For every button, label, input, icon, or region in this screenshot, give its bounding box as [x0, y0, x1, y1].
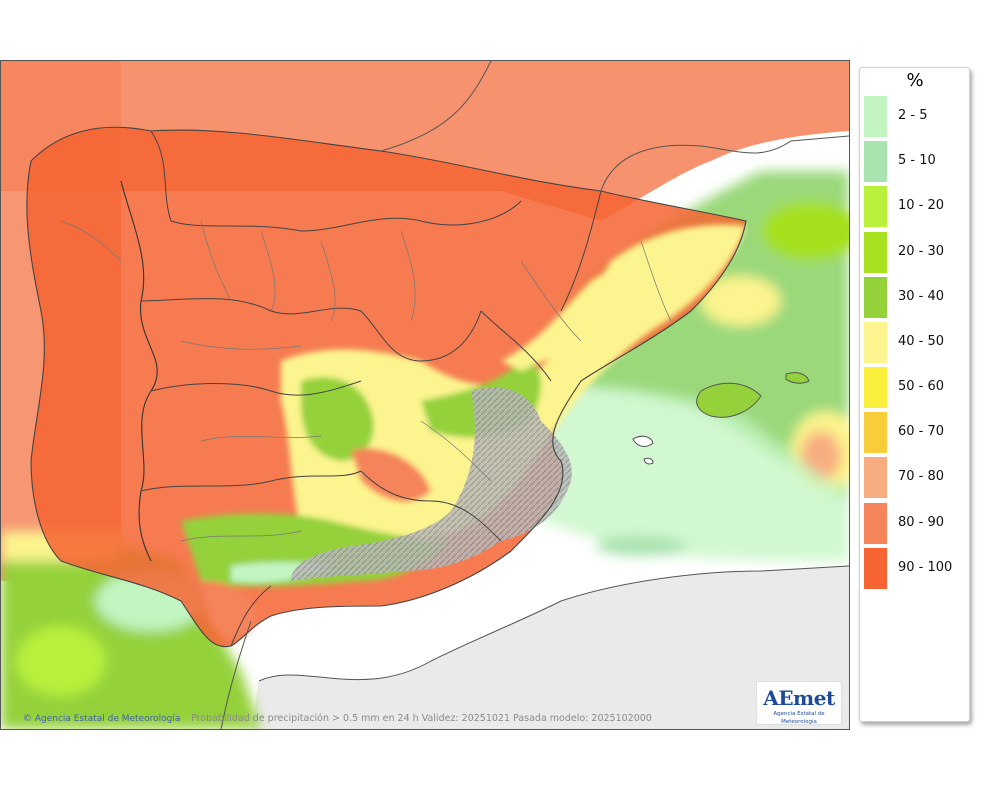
legend-swatch: [864, 322, 887, 363]
portugal-border: [120, 180, 158, 562]
africa-coastline: [258, 565, 849, 682]
peninsula-coastline: [26, 126, 747, 648]
legend-swatch: [864, 412, 887, 453]
legend-swatch: [864, 141, 887, 182]
logo-subtitle: Agencia Estatal de Meteorología: [773, 711, 825, 725]
legend-item: 10 - 20: [864, 186, 968, 228]
legend-swatch: [864, 367, 887, 408]
legend-label: 10 - 20: [898, 198, 945, 213]
menorca-island: [785, 372, 810, 384]
legend-label: 70 - 80: [898, 469, 945, 484]
legend-item: 30 - 40: [864, 277, 968, 319]
mallorca-island: [696, 382, 762, 418]
legend-label: 90 - 100: [898, 560, 953, 575]
legend-swatch: [864, 457, 887, 498]
legend-label: 60 - 70: [898, 424, 945, 439]
legend-title: %: [906, 70, 924, 91]
legend-item: 20 - 30: [864, 232, 968, 274]
precipitation-probability-map: [1, 61, 849, 729]
legend-swatch: [864, 548, 887, 589]
ibiza-island: [632, 435, 654, 447]
map-caption: Probabilidad de precipitación > 0.5 mm e…: [191, 713, 652, 724]
biscay-coastline: [380, 61, 492, 152]
legend-item: 2 - 5: [864, 96, 968, 138]
legend-item: 50 - 60: [864, 367, 968, 409]
color-legend: % 2 - 5 5 - 10 10 - 20 20 - 30 30 - 40 4…: [859, 67, 970, 722]
legend-swatch: [864, 96, 887, 137]
legend-item: 40 - 50: [864, 322, 968, 364]
morocco-coast: [220, 620, 252, 729]
forecast-map: © Agencia Estatal de Meteorología Probab…: [0, 60, 850, 730]
province-boundaries: [60, 220, 672, 542]
southeast-relief-area: [291, 387, 572, 581]
region-boundaries: [140, 130, 602, 647]
copyright-notice: © Agencia Estatal de Meteorología: [23, 714, 181, 724]
legend-item: 70 - 80: [864, 457, 968, 499]
mediterranean-low-prob-blobs: [1, 171, 849, 729]
legend-item: 60 - 70: [864, 412, 968, 454]
legend-label: 30 - 40: [898, 289, 945, 304]
legend-label: 20 - 30: [898, 244, 945, 259]
legend-label: 40 - 50: [898, 334, 945, 349]
legend-swatch: [864, 277, 887, 318]
legend-label: 2 - 5: [898, 108, 928, 123]
france-coastline: [600, 135, 849, 192]
formentera-island: [643, 457, 654, 465]
legend-swatch: [864, 503, 887, 544]
legend-label: 80 - 90: [898, 515, 945, 530]
legend-item: 5 - 10: [864, 141, 968, 183]
legend-item: 80 - 90: [864, 503, 968, 545]
logo-wordmark: AEmet: [763, 686, 835, 710]
legend-label: 50 - 60: [898, 379, 945, 394]
legend-item: 90 - 100: [864, 548, 968, 590]
legend-swatch: [864, 186, 887, 227]
legend-swatch: [864, 232, 887, 273]
aemet-logo: AEmet Agencia Estatal de Meteorología: [756, 681, 842, 725]
legend-label: 5 - 10: [898, 153, 936, 168]
africa-land: [251, 566, 849, 729]
